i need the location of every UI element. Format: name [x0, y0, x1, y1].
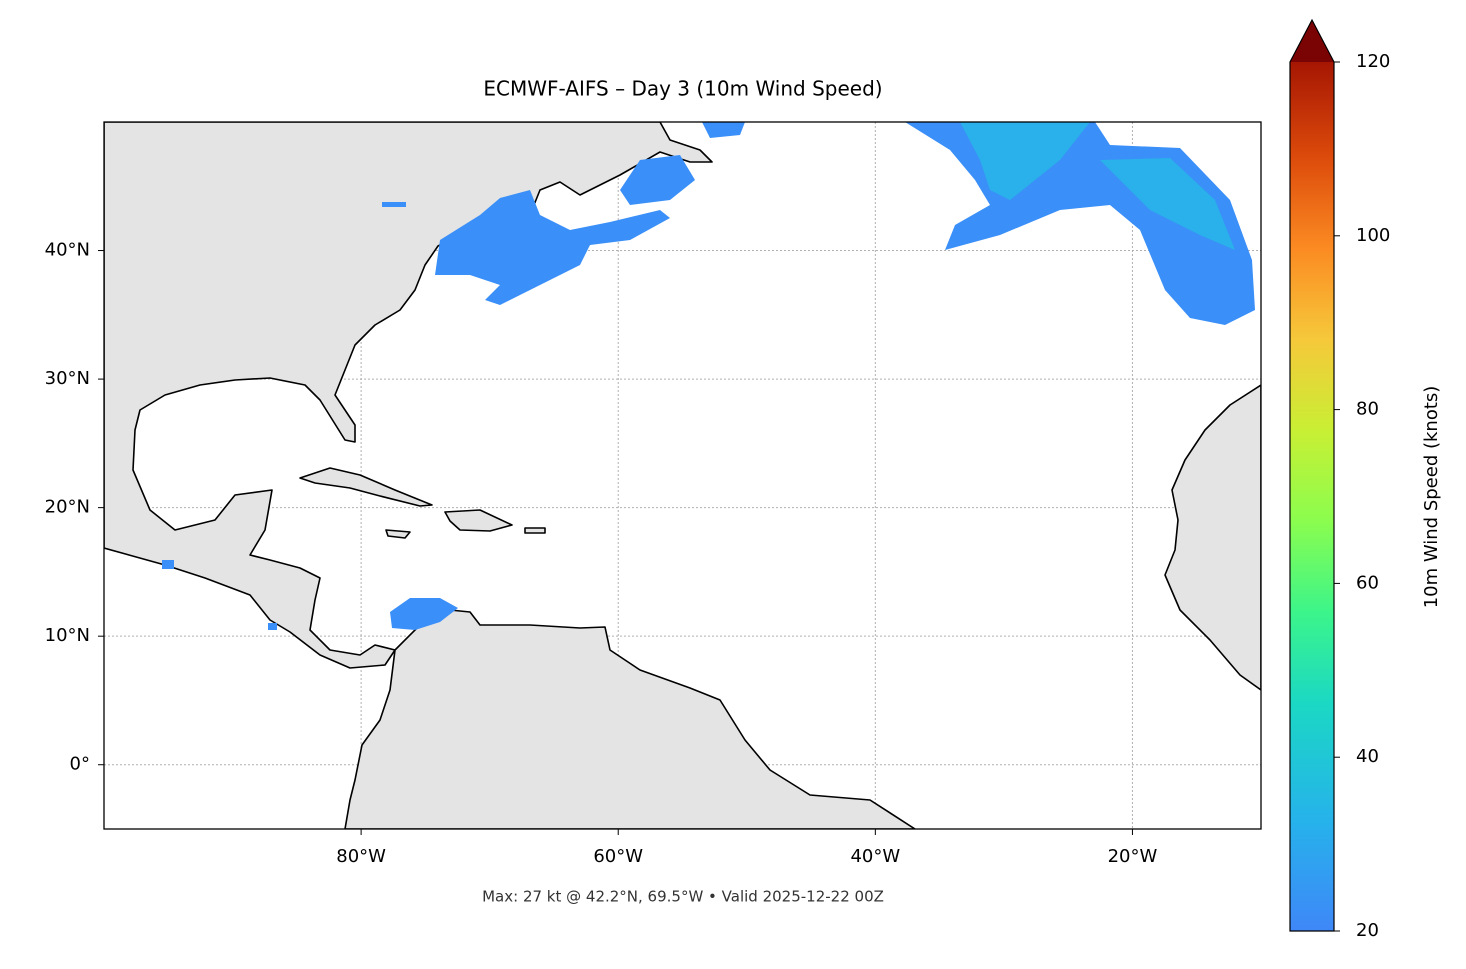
footer-note: Max: 27 kt @ 42.2°N, 69.5°W • Valid 2025…: [482, 888, 884, 906]
colorbar-tick-label: 80: [1356, 399, 1379, 420]
wind-patch: [162, 560, 174, 569]
wind-core: [960, 122, 1090, 200]
map-title: ECMWF-AIFS – Day 3 (10m Wind Speed): [483, 77, 882, 101]
wind-core: [1100, 158, 1235, 250]
cuba: [299, 467, 433, 507]
colorbar-tick-label: 40: [1356, 746, 1379, 767]
wind-patch: [268, 623, 277, 630]
colorbar-tick-label: 120: [1356, 51, 1390, 72]
y-tick-label: 10°N: [45, 625, 90, 646]
wind-patch: [620, 155, 695, 205]
colorbar-outline: [1289, 18, 1335, 932]
map-frame: [103, 121, 1262, 830]
x-tick-label: 80°W: [336, 846, 386, 867]
colorbar-label: 10m Wind Speed (knots): [1421, 386, 1442, 609]
colorbar-tick-label: 20: [1356, 920, 1379, 941]
colorbar-tick-label: 60: [1356, 572, 1379, 593]
africa: [1164, 384, 1261, 691]
y-tick-label: 0°: [70, 754, 90, 775]
x-tick-label: 20°W: [1108, 846, 1158, 867]
puerto-rico: [524, 527, 546, 534]
y-tick-label: 30°N: [45, 368, 90, 389]
colorbar-extend: [1290, 20, 1334, 62]
wind-patch: [435, 190, 670, 305]
hispaniola: [444, 509, 513, 532]
south-america: [344, 609, 916, 829]
colorbar-tick-label: 100: [1356, 225, 1390, 246]
map-area: [104, 122, 1261, 829]
axes: 80°W 60°W 40°W 20°W 0° 10°N 20°N 30°N 40°N: [45, 240, 1158, 867]
x-tick-label: 60°W: [593, 846, 643, 867]
wind-patch: [702, 122, 745, 138]
y-tick-label: 40°N: [45, 240, 90, 261]
jamaica: [385, 529, 411, 539]
wind-patch: [390, 598, 458, 630]
colorbar: 10m Wind Speed (knots) 20 40 60 80 100 120: [1289, 18, 1442, 941]
x-tick-label: 40°W: [850, 846, 900, 867]
colorbar-body: [1290, 20, 1334, 931]
wind-field: [162, 122, 1255, 630]
wind-patch: [382, 202, 406, 207]
y-tick-label: 20°N: [45, 497, 90, 518]
